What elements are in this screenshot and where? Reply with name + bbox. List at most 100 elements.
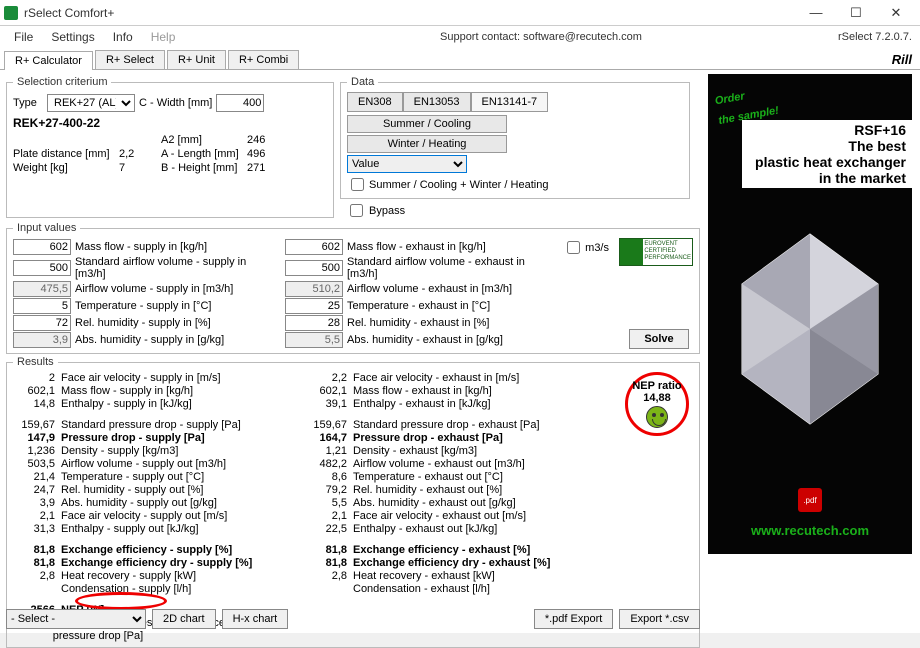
bypass-checkbox-label[interactable]: Bypass [346, 201, 690, 220]
value-input [285, 332, 343, 348]
data-legend: Data [347, 76, 378, 88]
result-value: 159,67 [305, 419, 347, 432]
result-value: 482,2 [305, 458, 347, 471]
en13141-button[interactable]: EN13141-7 [471, 92, 549, 112]
pdf-icon[interactable]: .pdf [798, 488, 822, 512]
summer-button[interactable]: Summer / Cooling [347, 115, 507, 133]
result-label: Abs. humidity - exhaust out [g/kg] [353, 497, 516, 510]
combo-checkbox[interactable] [351, 178, 364, 191]
ad-url[interactable]: www.recutech.com [708, 523, 912, 538]
csv-export-button[interactable]: Export *.csv [619, 609, 700, 629]
cwidth-input[interactable] [216, 94, 264, 112]
a2-label: A2 [mm] [161, 134, 241, 146]
result-value: 602,1 [305, 385, 347, 398]
result-label: Rel. humidity - supply out [%] [61, 484, 203, 497]
result-value: 79,2 [305, 484, 347, 497]
2d-chart-button[interactable]: 2D chart [152, 609, 216, 629]
smile-icon [646, 406, 668, 428]
menu-file[interactable]: File [6, 28, 41, 46]
app-icon [4, 6, 18, 20]
result-label: Face air velocity - supply in [m/s] [61, 372, 221, 385]
value-input [13, 281, 71, 297]
close-button[interactable]: ✕ [876, 0, 916, 26]
result-label: Abs. humidity - supply out [g/kg] [61, 497, 217, 510]
value-input[interactable] [13, 260, 71, 276]
solve-button[interactable]: Solve [629, 329, 689, 349]
maximize-button[interactable]: ☐ [836, 0, 876, 26]
value-input [285, 281, 343, 297]
results-group: Results 2Face air velocity - supply in [… [6, 356, 700, 648]
type-select[interactable]: REK+27 (AL) [47, 94, 135, 112]
value-input[interactable] [285, 315, 343, 331]
result-label: Face air velocity - exhaust out [m/s] [353, 510, 526, 523]
en13053-button[interactable]: EN13053 [403, 92, 471, 112]
result-label: Face air velocity - supply out [m/s] [61, 510, 227, 523]
pdf-export-button[interactable]: *.pdf Export [534, 609, 613, 629]
value-input[interactable] [285, 260, 343, 276]
value-label: Temperature - exhaust in [°C] [347, 300, 490, 312]
input-values-group: Input values Mass flow - supply in [kg/h… [6, 222, 700, 354]
plate-value: 2,2 [119, 148, 155, 160]
value-label: Rel. humidity - supply in [%] [75, 317, 211, 329]
tab-calculator[interactable]: R+ Calculator [4, 51, 93, 70]
data-group: Data EN308 EN13053 EN13141-7 Summer / Co… [340, 76, 690, 199]
result-value: 503,5 [13, 458, 55, 471]
result-value: 31,3 [13, 523, 55, 536]
rill-label: Rill [892, 52, 912, 67]
result-value: 81,8 [13, 544, 55, 557]
value-input[interactable] [285, 298, 343, 314]
menu-info[interactable]: Info [105, 28, 141, 46]
tab-select[interactable]: R+ Select [95, 50, 165, 69]
result-value: 81,8 [305, 544, 347, 557]
ad-rsf-block: RSF+16 The best plastic heat exchanger i… [742, 120, 912, 188]
menu-settings[interactable]: Settings [43, 28, 102, 46]
value-label: Standard airflow volume - exhaust in [m3… [347, 256, 545, 280]
tab-unit[interactable]: R+ Unit [167, 50, 226, 69]
tab-combi[interactable]: R+ Combi [228, 50, 299, 69]
result-value: 159,67 [13, 419, 55, 432]
result-value: 2,2 [305, 372, 347, 385]
weight-value: 7 [119, 162, 155, 174]
ad-panel: Orderthe sample! RSF+16 The best plastic… [708, 74, 912, 554]
result-value: 22,5 [305, 523, 347, 536]
value-input[interactable] [13, 239, 71, 255]
result-label: Condensation - supply [l/h] [61, 583, 191, 596]
value-label: Rel. humidity - exhaust in [%] [347, 317, 489, 329]
result-label: Temperature - supply out [°C] [61, 471, 204, 484]
bheight-label: B - Height [mm] [161, 162, 241, 174]
minimize-button[interactable]: — [796, 0, 836, 26]
result-value: 2,8 [305, 570, 347, 583]
result-label: Condensation - exhaust [l/h] [353, 583, 490, 596]
result-value: 2,1 [13, 510, 55, 523]
combo-checkbox-label[interactable]: Summer / Cooling + Winter / Heating [347, 175, 683, 194]
a2-value: 246 [247, 134, 287, 146]
winter-button[interactable]: Winter / Heating [347, 135, 507, 153]
result-value: 81,8 [13, 557, 55, 570]
value-select[interactable]: Value [347, 155, 467, 173]
bypass-checkbox[interactable] [350, 204, 363, 217]
alen-value: 496 [247, 148, 287, 160]
selection-criterium-group: Selection criterium Type REK+27 (AL) C -… [6, 76, 334, 218]
value-input[interactable] [13, 298, 71, 314]
m3s-checkbox-label[interactable]: m3/s [563, 238, 609, 257]
result-value: 2,1 [305, 510, 347, 523]
result-label: Enthalpy - supply in [kJ/kg] [61, 398, 192, 411]
result-value: 14,8 [13, 398, 55, 411]
results-legend: Results [13, 356, 58, 368]
value-input[interactable] [13, 315, 71, 331]
model-label: REK+27-400-22 [13, 116, 327, 130]
m3s-checkbox[interactable] [567, 241, 580, 254]
bottom-select[interactable]: - Select - [6, 609, 146, 629]
hx-chart-button[interactable]: H-x chart [222, 609, 289, 629]
value-label: Standard airflow volume - supply in [m3/… [75, 256, 273, 280]
result-label: Density - exhaust [kg/m3] [353, 445, 477, 458]
result-label: Airflow volume - exhaust out [m3/h] [353, 458, 525, 471]
value-input[interactable] [285, 239, 343, 255]
result-value: 3,9 [13, 497, 55, 510]
value-input [13, 332, 71, 348]
cwidth-label: C - Width [mm] [139, 97, 212, 109]
result-value [305, 583, 347, 596]
en308-button[interactable]: EN308 [347, 92, 403, 112]
type-label: Type [13, 97, 43, 109]
menu-help[interactable]: Help [143, 28, 184, 46]
